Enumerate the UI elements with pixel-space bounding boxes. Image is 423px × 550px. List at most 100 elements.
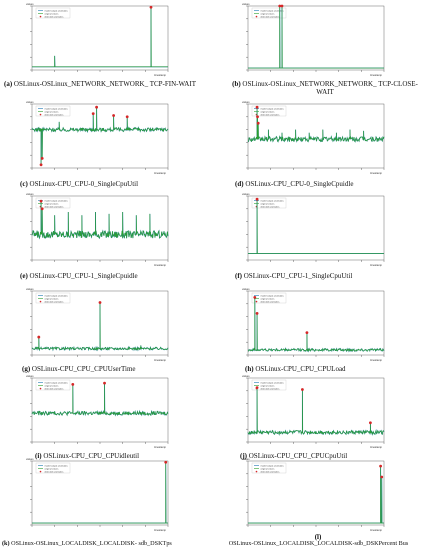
- detected-anomalies: [39, 199, 44, 211]
- series-original-values: [31, 201, 169, 240]
- x-axis-label: timestamp: [370, 445, 383, 449]
- chart-h: values timestamp model output anomaliesori…: [242, 287, 385, 362]
- legend-label: detected anomalies: [45, 206, 65, 209]
- legend-label: original values: [261, 468, 276, 471]
- chart-j: values timestamp model output anomaliesori…: [242, 374, 385, 449]
- y-axis-label: values: [26, 100, 34, 104]
- legend-label: model output anomalies: [45, 108, 69, 111]
- x-ticks: [247, 70, 385, 72]
- panel-e: values timestamp model output anomalies ori…: [4, 190, 204, 270]
- y-axis-label: values: [242, 100, 250, 104]
- legend-label: original values: [45, 13, 60, 16]
- legend-label: detected anomalies: [261, 114, 281, 117]
- series-original-values: [247, 107, 385, 143]
- legend-swatch: [39, 15, 42, 18]
- detected-anomalies: [71, 381, 106, 386]
- caption-a: (a) OSLinux-OSLinux_NETWORK_NETWORK_ TCP…: [4, 80, 196, 88]
- series-original-values: [248, 199, 384, 254]
- caption-d-text: OSLinux-CPU_CPU-0_SingleCpuidle: [245, 180, 354, 188]
- panel-h: values timestamp model output anomalies ori…: [220, 285, 420, 365]
- detected-anomalies: [255, 386, 372, 425]
- panel-c: values timestamp model output anomalies ori…: [4, 98, 204, 178]
- x-ticks: [31, 260, 169, 262]
- series-original-values: [32, 462, 168, 524]
- legend-label: original values: [45, 203, 60, 206]
- caption-i: (i) OSLinux-CPU_CPU_CPUidleutil: [35, 452, 140, 460]
- series-original-values: [31, 107, 169, 165]
- series-model-output: [248, 466, 384, 524]
- x-axis-label: timestamp: [154, 358, 167, 362]
- caption-f: (f) OSLinux-CPU_CPU-1_SingleCpuUtil: [235, 272, 353, 280]
- caption-b: (b) OSLinux-OSLinux_NETWORK_NETWORK_ TCP…: [232, 80, 418, 97]
- legend-label: detected anomalies: [261, 16, 281, 19]
- chart-e: values timestamp model output anomaliesori…: [26, 192, 169, 267]
- detected-anomalies: [164, 460, 168, 464]
- caption-b-text: OSLinux-OSLinux_NETWORK_NETWORK_ TCP-CLO…: [242, 80, 418, 97]
- series-original-values: [248, 466, 384, 524]
- caption-f-text: OSLinux-CPU_CPU-1_SingleCpuUtil: [243, 272, 353, 280]
- anomaly-point: [301, 388, 304, 391]
- anomaly-point: [379, 464, 382, 468]
- legend-swatch: [39, 113, 42, 116]
- x-ticks: [247, 442, 385, 444]
- panel-i: values timestamp model output anomalies ori…: [4, 372, 204, 452]
- legend-label: detected anomalies: [45, 471, 65, 474]
- series-original-values: [31, 302, 169, 351]
- y-ticks: [30, 377, 32, 443]
- x-ticks: [31, 355, 169, 357]
- caption-c: (c) OSLinux-CPU_CPU-0_SingleCpuUtil: [20, 180, 139, 188]
- legend-swatch: [255, 300, 258, 303]
- y-ticks: [246, 290, 248, 356]
- legend-label: detected anomalies: [261, 471, 281, 474]
- caption-c-text: OSLinux-CPU_CPU-0_SingleCpuUtil: [29, 180, 139, 188]
- legend-label: original values: [261, 203, 276, 206]
- legend-box: [251, 379, 287, 391]
- anomaly-point: [256, 115, 259, 119]
- x-axis-label: timestamp: [154, 171, 167, 175]
- legend-label: detected anomalies: [261, 301, 281, 304]
- x-axis-label: timestamp: [370, 528, 383, 532]
- legend-label: original values: [261, 298, 276, 301]
- caption-g: (g) OSLinux-CPU_CPU_CPUUserTime: [22, 365, 136, 373]
- anomaly-point: [103, 381, 106, 385]
- anomaly-point: [255, 197, 259, 201]
- legend-swatch: [39, 387, 42, 390]
- y-ticks: [246, 377, 248, 443]
- legend-label: detected anomalies: [45, 16, 65, 19]
- anomaly-point: [71, 383, 75, 386]
- caption-l-text: OSLinux-OSLinux_LOCALDISK_LOCALDISK-sdb_…: [228, 540, 409, 547]
- anomaly-point: [253, 296, 257, 299]
- anomaly-point: [37, 335, 41, 339]
- chart-i: values timestamp model output anomaliesori…: [26, 374, 169, 449]
- legend-label: original values: [45, 111, 60, 114]
- legend-label: original values: [45, 468, 60, 471]
- legend-box: [251, 462, 287, 474]
- legend-swatch: [255, 470, 258, 473]
- legend-box: [251, 105, 287, 117]
- panel-k: values timestamp model output anomalies ori…: [4, 455, 204, 535]
- anomaly-point: [149, 5, 153, 9]
- anomaly-point: [125, 115, 129, 119]
- anomaly-point: [256, 121, 260, 125]
- caption-l-letter: (l): [314, 533, 322, 541]
- legend-box: [251, 292, 287, 304]
- y-ticks: [246, 460, 248, 526]
- x-axis-label: timestamp: [154, 445, 167, 449]
- x-ticks: [247, 168, 385, 170]
- legend-label: model output anomalies: [261, 295, 285, 298]
- legend-label: model output anomalies: [261, 465, 285, 468]
- y-axis-label: values: [26, 2, 34, 6]
- x-ticks: [31, 168, 169, 170]
- caption-i-text: OSLinux-CPU_CPU_CPUidleutil: [43, 452, 140, 460]
- detected-anomalies: [37, 301, 102, 339]
- detected-anomalies: [255, 197, 259, 201]
- y-axis-label: values: [26, 287, 34, 291]
- legend-label: model output anomalies: [261, 382, 285, 385]
